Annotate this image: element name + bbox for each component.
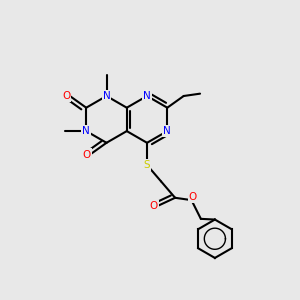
Text: N: N [143, 91, 151, 101]
Text: N: N [103, 91, 110, 101]
Text: N: N [82, 126, 90, 136]
Text: O: O [82, 149, 91, 160]
Text: O: O [62, 91, 70, 101]
Text: N: N [164, 126, 171, 136]
Text: O: O [189, 192, 197, 202]
Text: O: O [150, 201, 158, 211]
Text: S: S [144, 160, 150, 170]
